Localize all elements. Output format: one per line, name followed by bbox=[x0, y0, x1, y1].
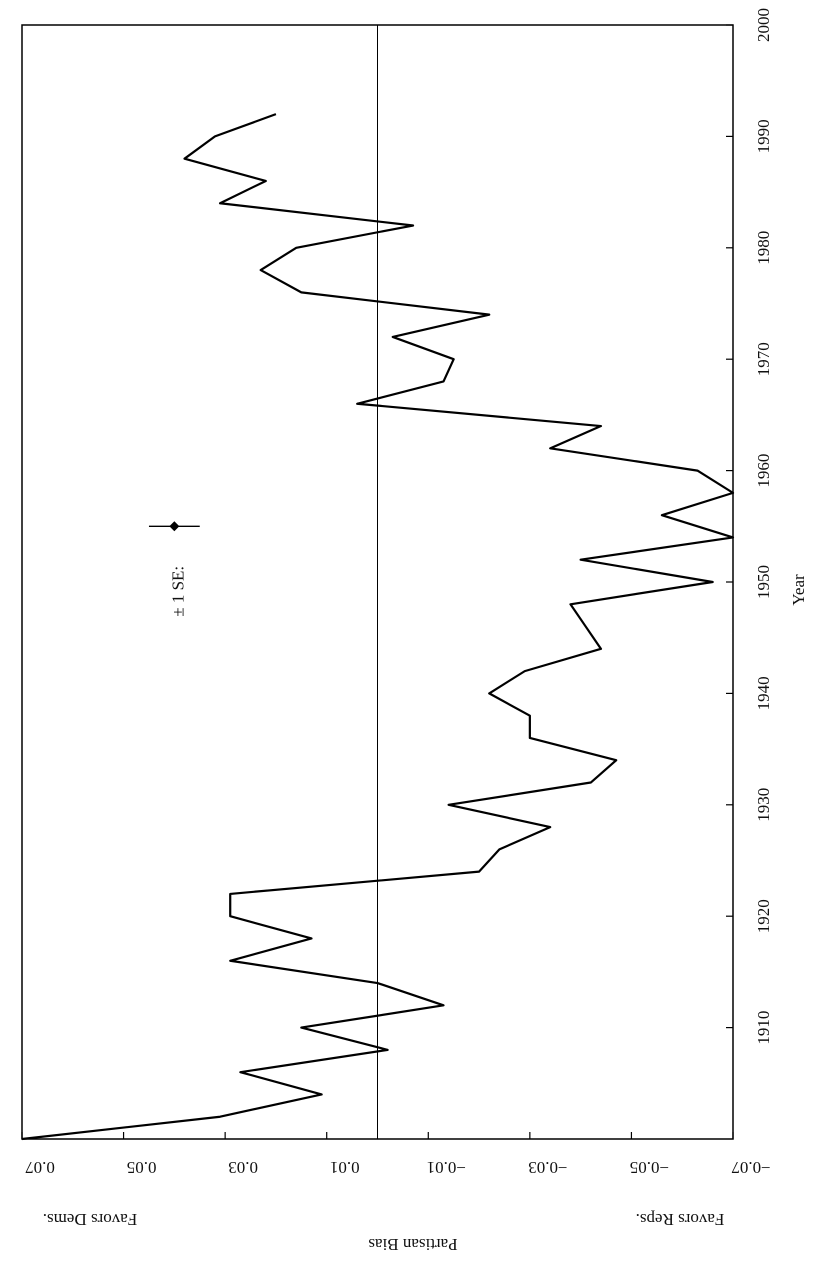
x-tick-label: 1990 bbox=[754, 119, 773, 153]
y-tick-label: −0.03 bbox=[528, 1158, 567, 1177]
x-tick-label: 1910 bbox=[754, 1011, 773, 1045]
x-tick-label: 1930 bbox=[754, 788, 773, 822]
se-label: ± 1 SE: bbox=[168, 566, 187, 617]
x-tick-label: 1950 bbox=[754, 565, 773, 599]
y-tick-label: 0.01 bbox=[330, 1158, 360, 1177]
y-tick-label: 0.03 bbox=[228, 1158, 258, 1177]
x-tick-label: 1960 bbox=[754, 454, 773, 488]
x-tick-label: 1920 bbox=[754, 899, 773, 933]
x-tick-label: 1970 bbox=[754, 342, 773, 376]
x-tick-label: 1940 bbox=[754, 676, 773, 710]
x-tick-label: 2000 bbox=[754, 8, 773, 42]
y-tick-label: −0.05 bbox=[630, 1158, 669, 1177]
se-point bbox=[169, 521, 180, 532]
x-tick-label: 1980 bbox=[754, 231, 773, 265]
y-tick-label: 0.05 bbox=[127, 1158, 157, 1177]
x-axis-label: Year bbox=[789, 574, 808, 606]
y-tick-label: −0.07 bbox=[731, 1158, 771, 1177]
y-bottom-label: Favors Reps. bbox=[636, 1210, 725, 1229]
data-line bbox=[21, 113, 735, 1141]
y-axis-label: Partisan Bias bbox=[368, 1235, 457, 1254]
y-top-label: Favors Dems. bbox=[43, 1210, 137, 1229]
y-tick-label: −0.01 bbox=[427, 1158, 466, 1177]
y-tick-label: 0.07 bbox=[25, 1158, 55, 1177]
